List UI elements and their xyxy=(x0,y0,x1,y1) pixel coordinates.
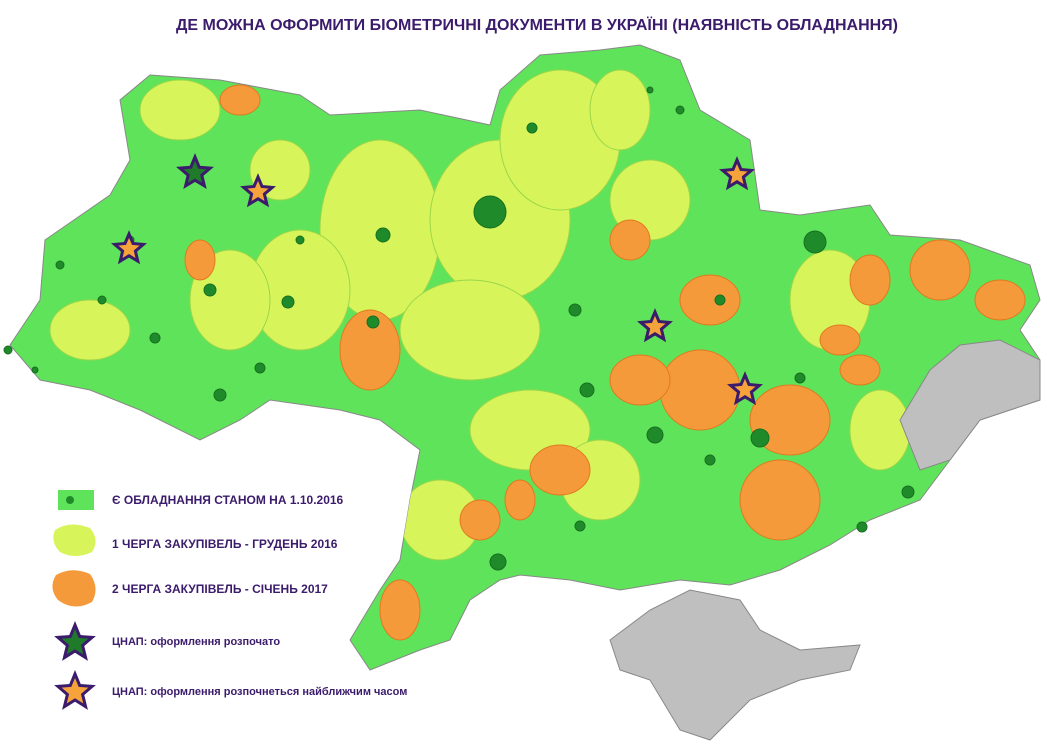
equipment-dot xyxy=(714,294,726,306)
equipment-dot xyxy=(254,362,266,374)
equipment-dot xyxy=(803,230,827,254)
equipment-dot xyxy=(489,553,507,571)
region-first-wave xyxy=(49,299,131,361)
equipment-dot xyxy=(55,260,65,270)
equipment-dot xyxy=(31,366,39,374)
equipment-dot xyxy=(526,122,538,134)
center-upcoming-star xyxy=(110,230,148,265)
equipment-dot xyxy=(675,105,685,115)
region-second-wave xyxy=(504,479,536,521)
legend-label: ЦНАП: оформлення розпочато xyxy=(112,636,280,648)
legend: Є ОБЛАДНАННЯ СТАНОМ НА 1.10.2016 1 ЧЕРГА… xyxy=(52,490,407,710)
legend-label: 2 ЧЕРГА ЗАКУПІВЕЛЬ - СІЧЕНЬ 2017 xyxy=(112,582,328,596)
equipment-dot xyxy=(646,426,664,444)
equipment-dot xyxy=(750,428,770,448)
region-second-wave xyxy=(819,324,861,356)
legend-star xyxy=(54,670,96,710)
legend-star xyxy=(54,621,96,661)
region-second-wave xyxy=(609,354,671,406)
region-first-wave xyxy=(849,389,911,471)
equipment-dot xyxy=(704,454,716,466)
region-second-wave xyxy=(339,309,401,391)
center-upcoming-star xyxy=(636,308,674,343)
region-first-wave xyxy=(399,279,541,381)
equipment-dot xyxy=(97,295,107,305)
legend-swatch xyxy=(53,524,96,556)
region-second-wave xyxy=(184,239,216,281)
equipment-dot xyxy=(213,388,227,402)
equipment-dot xyxy=(281,295,295,309)
region-second-wave xyxy=(739,459,821,541)
center-upcoming-star xyxy=(718,156,756,191)
equipment-dot xyxy=(473,195,507,229)
crimea xyxy=(609,589,861,741)
legend-dot xyxy=(66,496,74,504)
equipment-dot xyxy=(574,520,586,532)
equipment-dot xyxy=(203,283,217,297)
legend-label: Є ОБЛАДНАННЯ СТАНОМ НА 1.10.2016 xyxy=(112,493,344,507)
region-second-wave xyxy=(459,499,501,541)
map-title: ДЕ МОЖНА ОФОРМИТИ БІОМЕТРИЧНІ ДОКУМЕНТИ … xyxy=(176,16,898,34)
region-second-wave xyxy=(909,239,971,301)
region-second-wave xyxy=(749,384,831,456)
region-second-wave xyxy=(839,354,881,386)
equipment-dot xyxy=(794,372,806,384)
equipment-dot xyxy=(366,315,380,329)
markers xyxy=(3,86,915,571)
equipment-dot xyxy=(149,332,161,344)
legend-label: 1 ЧЕРГА ЗАКУПІВЕЛЬ - ГРУДЕНЬ 2016 xyxy=(112,537,338,551)
region-second-wave xyxy=(974,279,1026,321)
legend-swatch xyxy=(52,570,96,607)
equipment-dot xyxy=(901,485,915,499)
equipment-dot xyxy=(375,227,391,243)
equipment-dot xyxy=(568,303,582,317)
equipment-dot xyxy=(579,382,595,398)
center-upcoming-star xyxy=(726,371,764,406)
equipment-dot xyxy=(646,86,654,94)
region-second-wave xyxy=(849,254,891,306)
legend-label: ЦНАП: оформлення розпочнеться найближчим… xyxy=(112,686,407,698)
region-second-wave xyxy=(659,349,741,431)
center-started-star xyxy=(176,153,214,190)
region-first-wave xyxy=(589,69,651,151)
region-second-wave xyxy=(609,219,651,261)
legend-swatch xyxy=(58,490,94,510)
region-second-wave xyxy=(529,444,591,496)
region-first-wave xyxy=(139,79,221,141)
region-second-wave xyxy=(219,84,261,116)
equipment-dot xyxy=(3,345,13,355)
occupied-donbas xyxy=(899,339,1041,471)
region-second-wave xyxy=(379,579,421,641)
center-upcoming-star xyxy=(239,173,277,208)
region-second-wave xyxy=(679,274,741,326)
equipment-dot xyxy=(856,521,868,533)
equipment-dot xyxy=(295,235,305,245)
region-first-wave xyxy=(249,139,311,201)
